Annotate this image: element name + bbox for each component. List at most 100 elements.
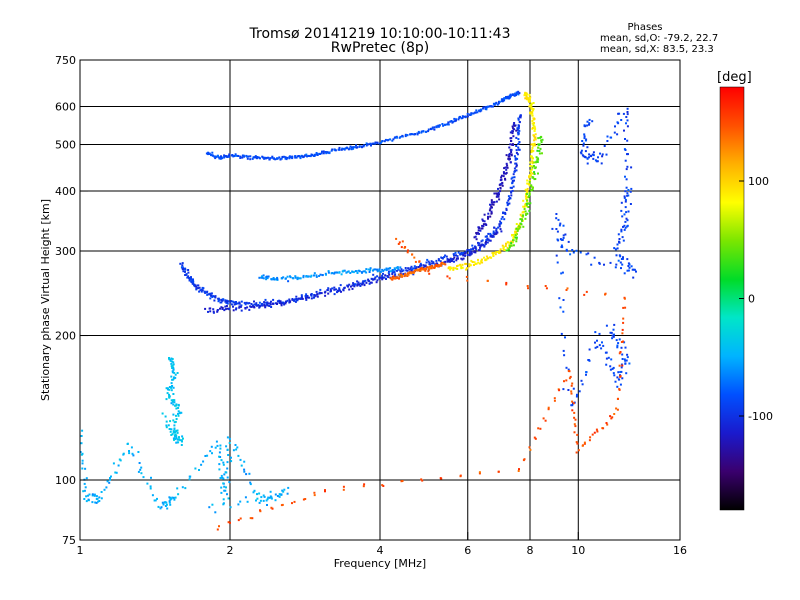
data-point	[581, 383, 584, 386]
data-point	[487, 257, 489, 260]
data-point	[262, 156, 264, 159]
data-point	[246, 306, 249, 309]
data-point	[165, 420, 168, 423]
data-point	[526, 212, 529, 215]
data-point	[480, 244, 482, 247]
data-point	[537, 146, 540, 149]
data-point	[555, 228, 558, 230]
data-point	[283, 155, 286, 158]
data-point	[515, 164, 518, 167]
data-point	[533, 165, 535, 167]
data-point	[229, 506, 232, 509]
data-point	[530, 155, 533, 158]
data-point	[599, 152, 601, 155]
data-point	[567, 240, 570, 243]
data-point	[219, 157, 222, 160]
data-point	[487, 217, 489, 220]
data-point	[555, 213, 558, 215]
data-point	[325, 152, 328, 155]
data-point	[438, 259, 440, 262]
data-point	[338, 148, 341, 151]
data-point	[235, 308, 237, 311]
data-point	[626, 139, 629, 142]
data-point	[569, 253, 572, 256]
data-point	[564, 233, 567, 236]
data-point	[427, 130, 430, 133]
data-point	[512, 233, 515, 236]
data-point	[502, 211, 505, 214]
y-tick-label: 300	[55, 245, 76, 258]
data-point	[184, 267, 186, 270]
data-point	[169, 430, 172, 433]
data-point	[463, 251, 466, 254]
data-point	[593, 431, 596, 434]
data-point	[318, 275, 321, 277]
data-point	[626, 356, 629, 359]
data-point	[170, 434, 173, 436]
data-point	[258, 501, 261, 504]
data-point	[296, 299, 299, 302]
data-point	[226, 476, 229, 479]
data-point	[514, 92, 517, 95]
data-point	[305, 293, 308, 296]
data-point	[365, 144, 368, 147]
data-point	[512, 173, 515, 176]
data-point	[495, 195, 498, 198]
data-point	[207, 310, 209, 313]
data-point	[620, 258, 623, 260]
data-point	[263, 157, 266, 160]
data-point	[138, 462, 141, 464]
data-point	[626, 107, 629, 110]
data-point	[220, 486, 223, 489]
data-point	[468, 263, 471, 266]
data-point	[567, 368, 570, 371]
data-point	[474, 235, 477, 238]
data-point	[455, 259, 458, 262]
data-point	[412, 273, 415, 276]
data-point	[609, 368, 612, 371]
data-point	[537, 158, 540, 161]
data-point	[524, 97, 527, 100]
data-point	[527, 183, 530, 185]
data-point	[278, 495, 281, 498]
data-point	[430, 260, 433, 263]
data-point	[224, 305, 227, 308]
data-point	[173, 401, 176, 404]
data-point	[427, 260, 430, 263]
data-point	[473, 250, 476, 253]
data-point	[376, 268, 379, 271]
data-point	[502, 171, 505, 174]
data-point	[281, 489, 284, 492]
data-point	[455, 118, 458, 121]
data-point	[613, 413, 616, 415]
data-point	[498, 250, 501, 253]
data-point	[95, 495, 98, 498]
data-point	[459, 263, 462, 266]
data-point	[476, 111, 479, 114]
data-point	[252, 304, 254, 307]
data-point	[171, 371, 174, 374]
data-point	[383, 268, 386, 271]
data-point	[478, 471, 481, 474]
data-point	[354, 283, 357, 286]
data-point	[217, 297, 220, 300]
data-point	[278, 299, 281, 302]
data-point	[620, 341, 623, 343]
data-point	[263, 303, 266, 306]
data-point	[352, 283, 355, 286]
data-point	[528, 191, 531, 194]
data-point	[534, 437, 537, 440]
data-point	[473, 111, 476, 114]
data-point	[501, 181, 504, 184]
data-point	[394, 268, 396, 271]
data-point	[232, 449, 235, 452]
data-point	[612, 372, 615, 375]
data-point	[509, 143, 512, 146]
data-point	[247, 302, 250, 305]
data-point	[298, 297, 300, 300]
data-point	[581, 140, 584, 142]
data-point	[625, 372, 628, 375]
data-point	[532, 109, 535, 112]
data-point	[491, 203, 494, 206]
data-point	[560, 272, 563, 275]
